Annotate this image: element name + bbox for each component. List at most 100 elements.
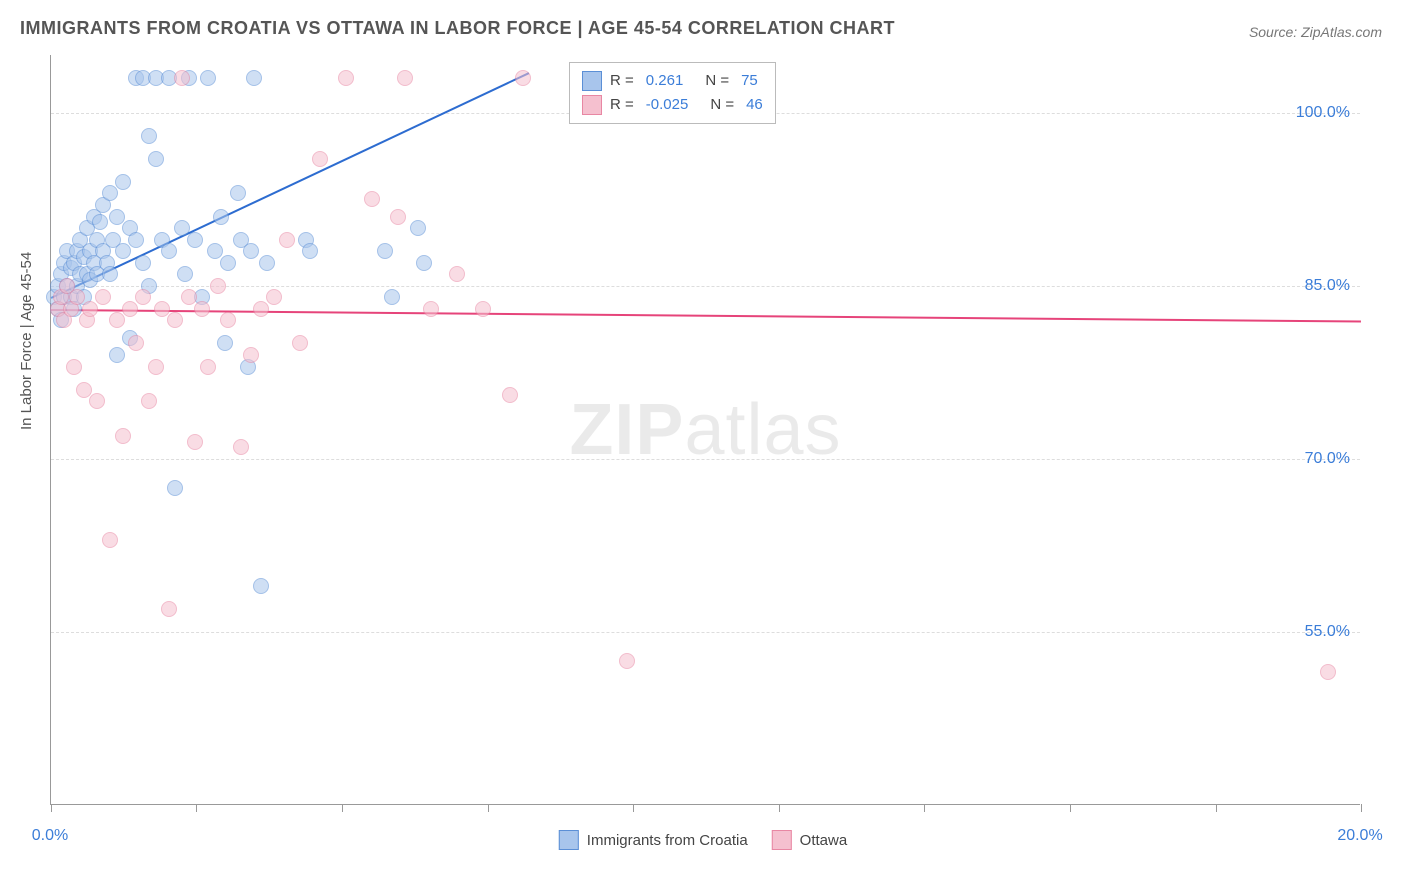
y-axis-title: In Labor Force | Age 45-54: [18, 252, 35, 430]
data-point: [233, 439, 249, 455]
data-point: [502, 387, 518, 403]
data-point: [246, 70, 262, 86]
trend-line: [51, 309, 1361, 323]
data-point: [243, 347, 259, 363]
data-point: [253, 578, 269, 594]
legend-label: Immigrants from Croatia: [587, 832, 748, 849]
correlation-chart: IMMIGRANTS FROM CROATIA VS OTTAWA IN LAB…: [0, 0, 1406, 892]
data-point: [187, 434, 203, 450]
legend-n-value: 75: [741, 69, 758, 93]
data-point: [200, 359, 216, 375]
legend-r-value: -0.025: [646, 93, 689, 117]
data-point: [213, 209, 229, 225]
data-point: [259, 255, 275, 271]
correlation-legend: R = 0.261 N = 75 R = -0.025 N = 46: [569, 62, 776, 124]
legend-item: Immigrants from Croatia: [559, 830, 748, 850]
data-point: [161, 243, 177, 259]
data-point: [390, 209, 406, 225]
legend-label: Ottawa: [800, 832, 848, 849]
data-point: [416, 255, 432, 271]
grid-line: [51, 632, 1360, 633]
data-point: [423, 301, 439, 317]
source-attribution: Source: ZipAtlas.com: [1249, 24, 1382, 40]
data-point: [102, 185, 118, 201]
data-point: [69, 289, 85, 305]
data-point: [174, 70, 190, 86]
legend-swatch: [559, 830, 579, 850]
x-tick: [342, 804, 343, 812]
watermark-rest: atlas: [684, 390, 841, 470]
data-point: [384, 289, 400, 305]
legend-r-label: R =: [610, 93, 634, 117]
data-point: [82, 301, 98, 317]
legend-row: R = -0.025 N = 46: [582, 93, 763, 117]
grid-line: [51, 286, 1360, 287]
data-point: [243, 243, 259, 259]
legend-n-label: N =: [705, 69, 729, 93]
data-point: [109, 209, 125, 225]
y-tick-label: 100.0%: [1296, 104, 1350, 122]
data-point: [148, 359, 164, 375]
x-tick-label: 20.0%: [1337, 827, 1382, 845]
data-point: [302, 243, 318, 259]
series-legend: Immigrants from Croatia Ottawa: [559, 830, 847, 850]
data-point: [515, 70, 531, 86]
data-point: [312, 151, 328, 167]
data-point: [397, 70, 413, 86]
source-prefix: Source:: [1249, 24, 1301, 40]
data-point: [187, 232, 203, 248]
data-point: [128, 232, 144, 248]
data-point: [66, 359, 82, 375]
data-point: [141, 393, 157, 409]
y-tick-label: 85.0%: [1305, 277, 1350, 295]
x-tick: [51, 804, 52, 812]
data-point: [338, 70, 354, 86]
data-point: [148, 151, 164, 167]
x-tick: [196, 804, 197, 812]
data-point: [220, 312, 236, 328]
data-point: [167, 312, 183, 328]
data-point: [76, 382, 92, 398]
chart-title: IMMIGRANTS FROM CROATIA VS OTTAWA IN LAB…: [20, 18, 895, 39]
data-point: [377, 243, 393, 259]
x-tick: [1216, 804, 1217, 812]
y-tick-label: 55.0%: [1305, 623, 1350, 641]
data-point: [279, 232, 295, 248]
data-point: [161, 601, 177, 617]
legend-swatch: [582, 95, 602, 115]
data-point: [181, 289, 197, 305]
data-point: [141, 128, 157, 144]
legend-n-value: 46: [746, 93, 763, 117]
x-tick: [1070, 804, 1071, 812]
y-tick-label: 70.0%: [1305, 450, 1350, 468]
x-tick: [1361, 804, 1362, 812]
data-point: [102, 532, 118, 548]
data-point: [135, 255, 151, 271]
x-tick: [779, 804, 780, 812]
data-point: [115, 428, 131, 444]
data-point: [364, 191, 380, 207]
x-tick: [924, 804, 925, 812]
legend-n-label: N =: [710, 93, 734, 117]
data-point: [266, 289, 282, 305]
data-point: [253, 301, 269, 317]
data-point: [115, 174, 131, 190]
legend-row: R = 0.261 N = 75: [582, 69, 763, 93]
plot-area: ZIPatlas 55.0%70.0%85.0%100.0%: [50, 55, 1360, 805]
data-point: [619, 653, 635, 669]
source-name: ZipAtlas.com: [1301, 24, 1382, 40]
data-point: [292, 335, 308, 351]
data-point: [89, 393, 105, 409]
data-point: [220, 255, 236, 271]
legend-r-value: 0.261: [646, 69, 684, 93]
x-tick-label: 0.0%: [32, 827, 68, 845]
legend-swatch: [772, 830, 792, 850]
data-point: [109, 347, 125, 363]
legend-swatch: [582, 71, 602, 91]
legend-item: Ottawa: [772, 830, 848, 850]
data-point: [109, 312, 125, 328]
x-tick: [633, 804, 634, 812]
data-point: [92, 214, 108, 230]
data-point: [174, 220, 190, 236]
legend-r-label: R =: [610, 69, 634, 93]
